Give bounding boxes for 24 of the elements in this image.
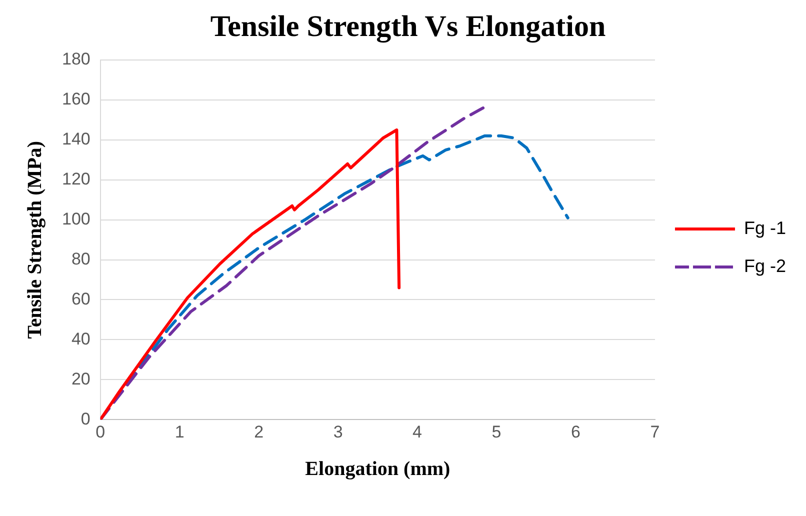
line-series [100,106,485,420]
legend-label: Fg -1 [744,218,786,238]
y-tick-label: 40 [71,329,90,348]
x-tick-label: 2 [254,422,264,442]
x-tick-label: 0 [96,422,106,442]
x-tick-label: 3 [333,422,343,442]
x-tick-label: 1 [174,422,184,442]
x-axis-title: Elongation (mm) [305,458,450,480]
legend-label: Fg -2 [744,256,786,276]
y-tick-label: 180 [62,50,90,69]
y-tick-label: 140 [62,130,90,149]
x-tick-label: 4 [412,422,422,442]
y-tick-label: 160 [62,90,90,109]
y-tick-label: 100 [62,210,90,229]
x-tick-label: 5 [492,422,502,442]
x-tick-label: 7 [650,422,660,442]
y-tick-label: 0 [80,409,90,428]
y-tick-label: 80 [71,249,90,268]
y-tick-label: 20 [71,369,90,388]
chart-title: Tensile Strength Vs Elongation [210,10,606,43]
y-axis-title: Tensile Strength (MPa) [24,140,46,339]
y-tick-label: 120 [62,170,90,189]
x-tick-label: 6 [571,422,580,442]
y-tick-label: 60 [71,289,90,308]
